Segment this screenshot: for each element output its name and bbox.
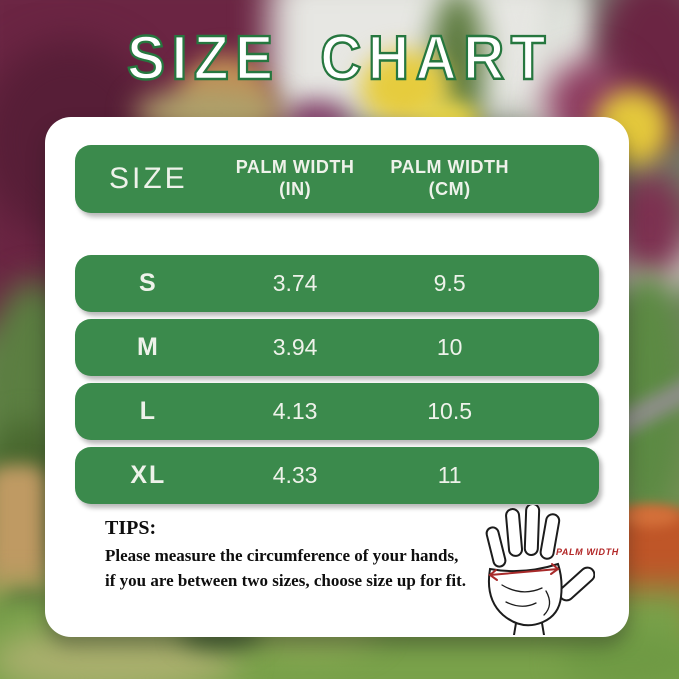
- header-size: SIZE: [109, 162, 188, 195]
- index-finger: [539, 513, 561, 560]
- hand-illustration: PALM WIDTH: [480, 505, 630, 635]
- palm-width-cm-cell: 9.5: [433, 270, 466, 296]
- palm-creases: [501, 584, 551, 616]
- size-cell: XL: [130, 461, 167, 489]
- middle-finger: [523, 505, 541, 556]
- header-palm-width-cm-line1: PALM WIDTH: [390, 157, 509, 178]
- palm-width-cm-cell: 11: [437, 462, 462, 488]
- header-palm-width-in-line2: (IN): [279, 179, 312, 199]
- bg-pot-rim: [620, 505, 679, 527]
- hand-drawing-svg: [485, 505, 595, 635]
- size-cell: S: [139, 269, 158, 297]
- palm-width-cm-cell: 10.5: [427, 398, 473, 424]
- palm-width-label: PALM WIDTH: [556, 547, 619, 557]
- tips-line-2: if you are between two sizes, choose siz…: [105, 570, 467, 590]
- palm-width-in-cell: 3.94: [272, 334, 318, 360]
- table-row-s: S 3.74 9.5: [75, 255, 599, 312]
- palm-width-arrow: [488, 563, 560, 581]
- palm-width-in-cell: 4.33: [272, 462, 318, 488]
- table-row-l: L 4.13 10.5: [75, 383, 599, 440]
- page-title: SIZE CHART: [126, 24, 553, 93]
- tips-line-1: Please measure the circumference of your…: [105, 546, 459, 565]
- header-palm-width-cm: PALM WIDTH (CM): [368, 157, 530, 200]
- tips-heading: TIPS:: [105, 517, 157, 539]
- bg-basket-left: [0, 465, 48, 605]
- size-cell: L: [139, 397, 157, 425]
- palm-width-cm-cell: 10: [436, 334, 463, 360]
- wrist-line-right: [541, 622, 545, 635]
- pinky-finger: [485, 526, 507, 568]
- tips-section: TIPS: Please measure the circumference o…: [105, 517, 475, 593]
- size-cell: M: [136, 333, 160, 361]
- ring-finger: [505, 508, 524, 557]
- wrist-line-left: [513, 622, 517, 635]
- table-row-m: M 3.94 10: [75, 319, 599, 376]
- palm-width-in-cell: 3.74: [272, 270, 318, 296]
- bg-grass-bottom-right: [560, 630, 679, 679]
- table-header-row: SIZE PALM WIDTH (IN) PALM WIDTH (CM): [75, 145, 599, 213]
- size-chart-card: SIZE PALM WIDTH (IN) PALM WIDTH (CM) S 3…: [45, 117, 629, 637]
- palm-width-in-cell: 4.13: [272, 398, 318, 424]
- palm: [487, 562, 563, 627]
- header-palm-width-in: PALM WIDTH (IN): [222, 157, 369, 200]
- header-palm-width-in-line1: PALM WIDTH: [235, 157, 355, 178]
- header-palm-width-cm-line2: (CM): [428, 179, 471, 199]
- table-row-xl: XL 4.33 11: [75, 447, 599, 504]
